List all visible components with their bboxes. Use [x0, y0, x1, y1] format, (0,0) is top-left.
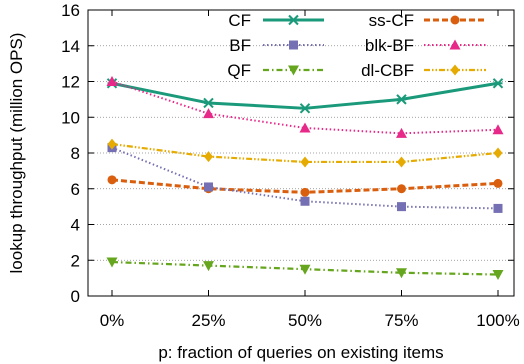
data-point: [492, 124, 504, 135]
data-point: [396, 94, 407, 105]
series-line: [111, 80, 499, 135]
x-axis-label: p: fraction of queries on existing items: [158, 343, 443, 362]
y-tick-label: 2: [71, 251, 80, 270]
y-tick-label: 8: [71, 144, 80, 163]
data-point: [396, 268, 407, 279]
data-point: [492, 78, 504, 89]
y-tick-label: 4: [71, 216, 80, 235]
series-line: [111, 142, 499, 164]
y-axis-label: lookup throughput (million OPS): [7, 33, 26, 274]
y-tick-label: 6: [71, 180, 80, 199]
x-tick-label: 0%: [100, 311, 125, 330]
series-cf: [106, 78, 504, 114]
y-tick-label: 10: [61, 108, 80, 127]
series-dl-cbf: [107, 138, 503, 168]
series-ss-cf: [107, 175, 503, 197]
legend-item: CF: [228, 11, 324, 30]
legend-label: CF: [228, 11, 251, 30]
legend-marker: [449, 39, 461, 50]
x-tick-label: 75%: [384, 311, 418, 330]
data-point: [299, 103, 311, 114]
y-tick-label: 12: [61, 73, 80, 92]
grid: [88, 45, 514, 261]
series-lines: [106, 76, 504, 281]
x-tick-label: 100%: [476, 311, 519, 330]
legend-label: ss-CF: [369, 11, 414, 30]
legend-item: BF: [229, 36, 324, 55]
data-point: [107, 175, 117, 185]
data-point: [492, 270, 504, 281]
legend-marker: [288, 14, 299, 26]
series-line: [111, 81, 499, 110]
x-axis: 0% 25% 50% 75% 100%: [100, 10, 520, 330]
data-point: [204, 151, 213, 163]
y-tick-label: 14: [61, 37, 80, 56]
legend-marker: [450, 64, 460, 76]
legend-label: QF: [227, 61, 251, 80]
data-point: [300, 196, 310, 206]
series-blk-bf: [106, 76, 504, 138]
data-point: [203, 261, 214, 272]
data-point: [397, 184, 406, 194]
data-point: [397, 156, 406, 168]
series-line: [111, 146, 499, 210]
data-point: [203, 108, 214, 119]
data-point: [106, 257, 118, 268]
data-point: [397, 202, 406, 212]
series-bf: [107, 143, 503, 213]
data-point: [493, 147, 503, 159]
legend-marker: [288, 65, 299, 76]
y-tick-label: 16: [61, 1, 80, 20]
legend-label: dl-CBF: [361, 61, 414, 80]
data-point: [493, 178, 503, 188]
legend-marker: [289, 40, 298, 50]
legend: CF ss-CF BF blk-BF QF dl-CBF: [227, 11, 486, 80]
legend-marker: [450, 15, 460, 25]
data-point: [493, 203, 503, 213]
legend-item: blk-BF: [365, 36, 486, 55]
data-point: [107, 138, 117, 150]
legend-item: ss-CF: [369, 11, 486, 30]
y-tick-label: 0: [71, 287, 80, 306]
series-qf: [106, 257, 504, 281]
data-point: [300, 156, 310, 168]
legend-label: BF: [229, 36, 251, 55]
legend-item: dl-CBF: [361, 61, 486, 80]
data-point: [204, 182, 213, 192]
x-tick-label: 50%: [288, 311, 322, 330]
data-point: [299, 264, 311, 275]
data-point: [106, 76, 118, 86]
data-point: [203, 97, 214, 109]
data-point: [299, 122, 311, 133]
legend-label: blk-BF: [365, 36, 414, 55]
data-point: [396, 127, 407, 138]
x-tick-label: 25%: [191, 311, 225, 330]
data-point: [300, 187, 310, 197]
y-axis: 0 2 4 6 8 10 12 14 16: [61, 1, 514, 306]
legend-item: QF: [227, 61, 324, 80]
